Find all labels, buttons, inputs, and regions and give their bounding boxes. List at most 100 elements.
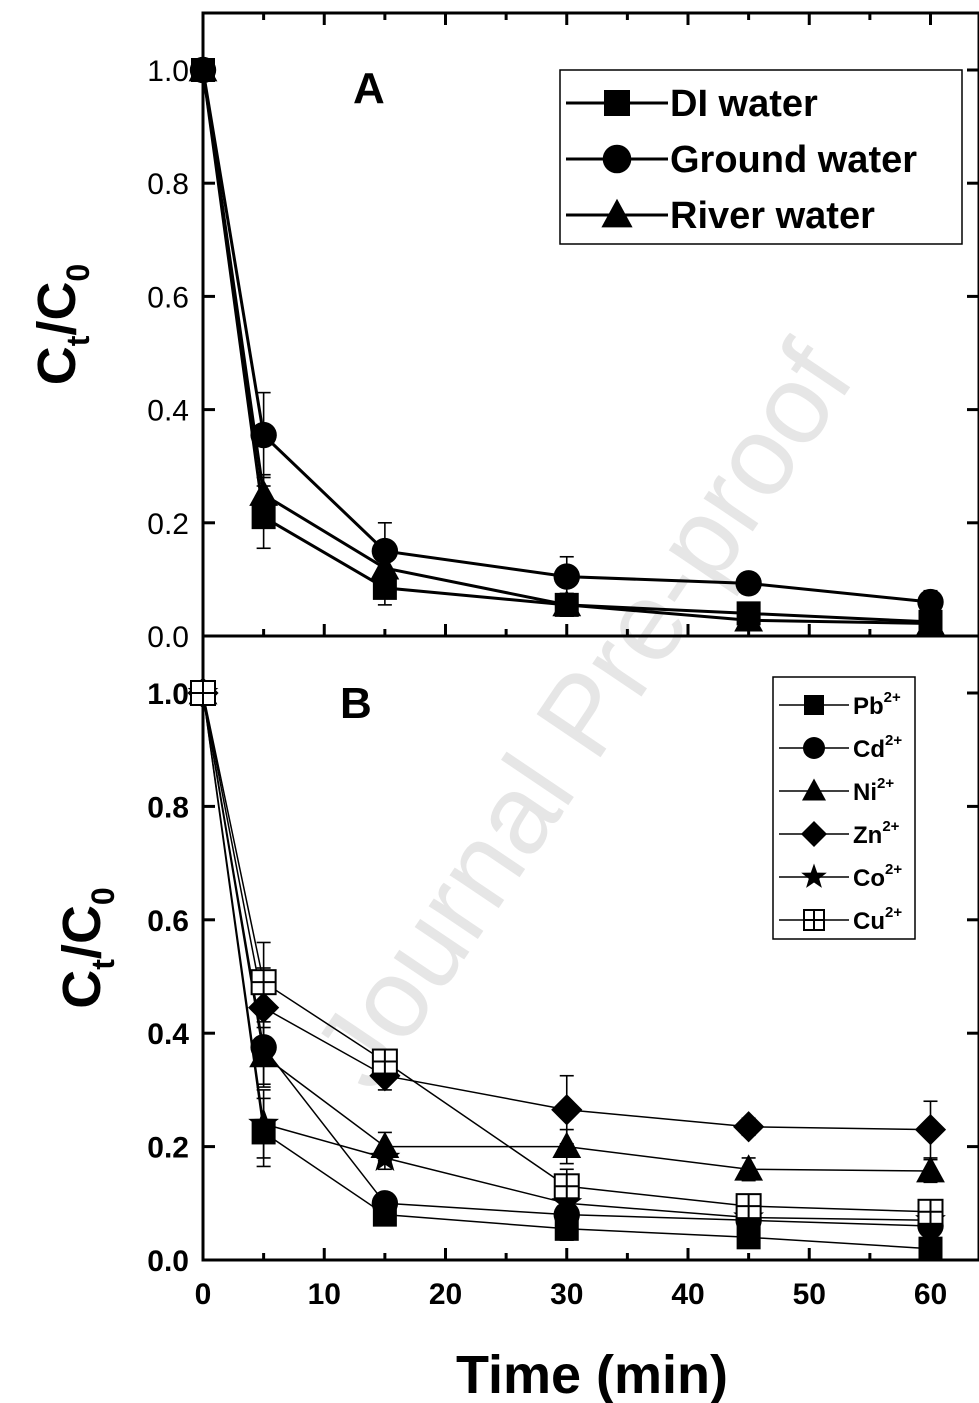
panel-b: 0.00.20.40.60.81.00 10 20 30 40 50 60BCt/C0Pb2…	[52, 634, 979, 1311]
data-point	[249, 479, 279, 506]
legend-label-charge: 2+	[877, 775, 894, 792]
y-tick-label: 0.2	[147, 508, 189, 541]
legend-label: Cd2+	[853, 732, 902, 763]
data-point	[248, 1107, 279, 1137]
panel-label: A	[353, 64, 385, 113]
data-point	[917, 588, 944, 616]
x-tick-label: 60	[914, 1278, 947, 1311]
data-point	[249, 1040, 279, 1068]
legend-label-name: Pb	[853, 693, 884, 720]
legend-item-pb: Pb2+	[779, 689, 901, 720]
y-tick-label: 0.6	[147, 281, 189, 314]
x-tick-label: 30	[550, 1278, 583, 1311]
data-point	[734, 1154, 764, 1181]
data-point	[735, 570, 762, 597]
legend-label-name: Zn	[853, 822, 882, 849]
legend-item-zn: Zn2+	[779, 818, 900, 849]
legend: DI water Ground water River water	[559, 69, 963, 245]
y-tick-label: 0.8	[147, 791, 189, 824]
legend-label: Cu2+	[853, 904, 902, 935]
data-point	[914, 1113, 947, 1146]
legend-box	[772, 676, 916, 940]
legend-item-ground-water: Ground water	[566, 139, 917, 181]
series-line	[202, 692, 931, 1131]
series-line	[202, 692, 931, 1172]
legend-marker	[602, 144, 632, 174]
legend-label: River water	[670, 195, 875, 237]
y-axis-title-sub-0: 0	[85, 887, 121, 905]
y-tick-label: 0.0	[147, 1245, 189, 1278]
series-river-water	[188, 55, 945, 635]
legend-marker	[801, 863, 827, 888]
data-point	[917, 1198, 944, 1225]
y-tick-label: 0.0	[147, 621, 189, 654]
series-line	[201, 69, 931, 604]
data-point	[371, 1190, 399, 1217]
y-axis-title-sub-0: 0	[60, 264, 96, 282]
y-axis-title-slash: /C	[27, 282, 87, 336]
legend-label-name: Cu	[853, 908, 885, 935]
x-axis-title: Time (min)	[456, 1345, 728, 1403]
legend-label-name: Ni	[853, 779, 877, 806]
data-point	[918, 1236, 943, 1261]
legend-label-charge: 2+	[885, 732, 902, 749]
series-line	[202, 692, 931, 1250]
data-point	[188, 55, 218, 82]
x-tick-label: 10	[308, 1278, 341, 1311]
y-tick-label: 0.6	[147, 905, 189, 938]
data-point	[552, 1131, 582, 1158]
legend-label-charge: 2+	[885, 904, 902, 921]
legend-label: DI water	[670, 83, 818, 125]
data-point	[735, 1193, 762, 1220]
legend-item-river-water: River water	[566, 195, 875, 237]
data-point	[553, 1173, 580, 1200]
panel-label: B	[340, 679, 372, 728]
legend-label: Ground water	[670, 139, 917, 181]
plot-frame	[201, 634, 979, 1262]
legend: Pb2+Cd2+Ni2+Zn2+Co2+Cu2+	[772, 676, 916, 940]
y-axis-title: Ct/C0	[27, 264, 96, 385]
data-point	[916, 1155, 945, 1183]
y-axis-title-c: C	[27, 346, 87, 385]
legend-label-charge: 2+	[884, 689, 901, 706]
x-tick-label: 40	[671, 1278, 704, 1311]
panel-a: 0.0 0.2 0.4 0.6 0.8 1.0 A Ct/C0 DI water Ground w…	[27, 11, 979, 654]
legend-label: Co2+	[853, 861, 902, 892]
y-axis-title: Ct/C0	[52, 887, 121, 1008]
series-line	[202, 692, 931, 1213]
series-line	[201, 69, 931, 625]
data-point	[734, 605, 764, 632]
y-tick-label: 0.2	[147, 1132, 189, 1165]
y-axis-title-sub-t: t	[85, 959, 121, 970]
legend-marker	[802, 778, 826, 801]
data-point	[190, 680, 216, 706]
legend-item-di-water: DI water	[566, 83, 818, 125]
data-point	[553, 563, 580, 590]
legend-label: Ni2+	[853, 775, 894, 806]
y-tick-label: 0.4	[147, 1018, 189, 1051]
legend-marker	[804, 695, 824, 715]
y-axis-title-sub-t: t	[60, 335, 96, 346]
data-point	[733, 1111, 765, 1143]
legend-item-co: Co2+	[779, 861, 902, 892]
legend-item-cd: Cd2+	[779, 732, 902, 763]
legend-label-name: Co	[853, 865, 885, 892]
legend-marker	[801, 821, 827, 847]
series-cu	[190, 680, 944, 1225]
legend-label-name: River water	[670, 195, 875, 237]
y-tick-label: 0.4	[147, 395, 189, 428]
data-point	[552, 589, 582, 617]
legend-marker	[604, 90, 630, 116]
y-axis-title-slash: /C	[52, 905, 112, 959]
data-point	[551, 1094, 583, 1126]
x-tick-label: 0	[195, 1278, 212, 1311]
data-point	[371, 1048, 398, 1075]
y-tick-label: 1.0	[147, 678, 189, 711]
y-axis-title-c: C	[52, 970, 112, 1009]
legend-label: Zn2+	[853, 818, 900, 849]
legend-label-charge: 2+	[882, 818, 899, 835]
legend-item-ni: Ni2+	[779, 775, 894, 806]
legend-label-name: Cd	[853, 736, 885, 763]
legend-marker	[803, 737, 825, 759]
